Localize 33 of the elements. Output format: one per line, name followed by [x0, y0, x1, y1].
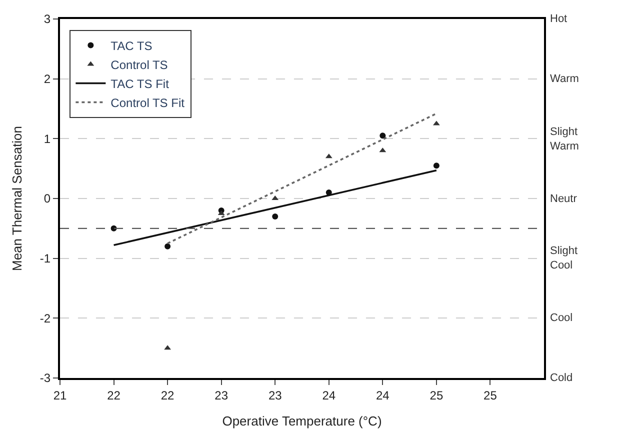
x-tick-label: 22: [160, 388, 175, 402]
legend-label: TAC TS Fit: [110, 76, 170, 91]
text: Cool: [550, 312, 573, 324]
x-axis-title: Operative Temperature (°C): [222, 414, 382, 428]
point: [433, 162, 440, 169]
legend-label: Control TS Fit: [110, 96, 186, 110]
point: [272, 213, 278, 220]
y-tick-label: 0: [44, 192, 51, 206]
x-tick-label: 22: [107, 388, 121, 402]
legend-label: TAC TS: [110, 38, 152, 53]
y-tick-label: -3: [40, 371, 51, 386]
y-axis-title: Mean Thermal Sensation: [9, 126, 24, 272]
text: Cold: [550, 372, 573, 384]
text: Slight Warm: [550, 126, 579, 152]
x-tick-label: 24: [376, 388, 390, 402]
point: [164, 243, 171, 250]
x-tick-label: 25: [430, 388, 444, 402]
y-tick-label: -1: [40, 252, 51, 266]
legend-label: Control TS: [110, 58, 168, 72]
text: Warm: [550, 73, 579, 85]
text: Neutr: [550, 193, 578, 205]
text: Slight Cool: [550, 245, 578, 272]
point: [380, 132, 386, 139]
text: Hot: [550, 13, 568, 25]
x-tick-label: 23: [214, 388, 228, 402]
x-tick-label: 24: [322, 388, 336, 402]
x-tick-label: 23: [268, 388, 282, 402]
x-tick-label: 21: [53, 388, 67, 402]
y-tick-label: 2: [44, 72, 51, 86]
y-tick-label: 3: [44, 12, 51, 26]
x-tick-label: 25: [484, 388, 498, 402]
y-tick-label: -2: [40, 311, 51, 326]
y-tick-label: 1: [44, 132, 51, 146]
